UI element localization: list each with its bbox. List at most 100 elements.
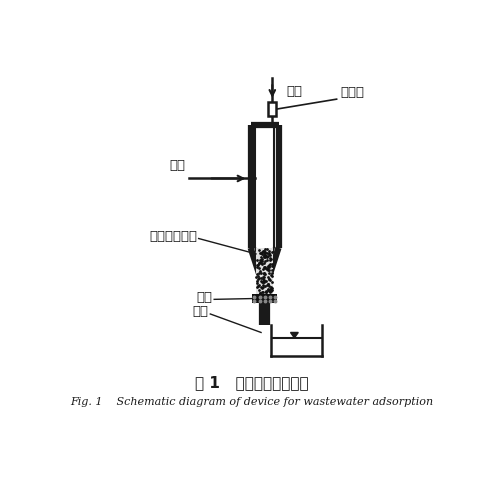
Polygon shape bbox=[290, 332, 298, 338]
Point bbox=[256, 289, 264, 297]
Point bbox=[258, 288, 266, 296]
Point bbox=[253, 261, 261, 269]
Text: 空气: 空气 bbox=[170, 159, 185, 172]
Point bbox=[261, 251, 269, 259]
Point bbox=[268, 286, 276, 294]
Text: 流量计: 流量计 bbox=[340, 86, 365, 99]
Point bbox=[265, 247, 273, 255]
Point bbox=[260, 251, 268, 259]
Point bbox=[257, 269, 265, 277]
Point bbox=[254, 281, 262, 289]
Point bbox=[255, 259, 263, 267]
Point bbox=[256, 289, 264, 297]
Point bbox=[268, 266, 276, 274]
Point bbox=[263, 249, 271, 256]
Point bbox=[266, 269, 274, 277]
Text: 吸附剂＋污泥: 吸附剂＋污泥 bbox=[149, 230, 197, 243]
Point bbox=[264, 263, 272, 271]
Point bbox=[265, 262, 273, 270]
Point bbox=[252, 273, 260, 281]
Point bbox=[261, 263, 269, 271]
Point bbox=[266, 254, 274, 262]
Point bbox=[261, 253, 269, 261]
Point bbox=[256, 267, 264, 275]
Point bbox=[260, 249, 268, 256]
Point bbox=[256, 249, 264, 257]
Point bbox=[260, 278, 268, 286]
Point bbox=[266, 250, 274, 258]
Point bbox=[266, 276, 274, 284]
Point bbox=[256, 258, 264, 266]
Point bbox=[258, 260, 266, 268]
Point bbox=[259, 277, 267, 285]
Point bbox=[269, 269, 277, 277]
Point bbox=[264, 280, 272, 288]
Point bbox=[260, 259, 268, 267]
Point bbox=[254, 275, 262, 283]
Point bbox=[258, 255, 266, 263]
Point bbox=[267, 285, 275, 293]
Bar bbox=[252, 294, 277, 303]
Point bbox=[253, 279, 261, 287]
Point bbox=[268, 262, 276, 270]
Point bbox=[265, 274, 273, 282]
Point bbox=[259, 287, 267, 295]
Point bbox=[257, 249, 265, 257]
Point bbox=[264, 280, 272, 288]
Point bbox=[266, 255, 274, 263]
Point bbox=[264, 272, 272, 280]
Point bbox=[261, 270, 269, 278]
Point bbox=[252, 261, 260, 269]
Point bbox=[268, 284, 276, 292]
Point bbox=[262, 286, 270, 294]
Point bbox=[258, 248, 266, 256]
Point bbox=[259, 265, 267, 273]
Point bbox=[257, 282, 265, 290]
Point bbox=[261, 264, 269, 272]
Point bbox=[263, 281, 271, 289]
Point bbox=[257, 259, 265, 267]
Point bbox=[259, 273, 267, 281]
Point bbox=[263, 265, 271, 273]
Bar bbox=[269, 102, 276, 116]
Point bbox=[265, 266, 273, 274]
Point bbox=[259, 280, 267, 288]
Point bbox=[260, 270, 268, 278]
Point bbox=[261, 257, 269, 265]
Point bbox=[266, 260, 274, 268]
Point bbox=[253, 262, 261, 270]
Point bbox=[265, 262, 273, 270]
Point bbox=[259, 247, 267, 254]
Text: 废水: 废水 bbox=[286, 84, 302, 97]
Text: 出水: 出水 bbox=[193, 305, 209, 318]
Point bbox=[263, 252, 271, 260]
Point bbox=[262, 288, 270, 296]
Point bbox=[265, 266, 273, 274]
Point bbox=[260, 268, 268, 276]
Point bbox=[264, 284, 272, 292]
Point bbox=[260, 252, 268, 260]
Point bbox=[257, 277, 265, 285]
Point bbox=[257, 274, 265, 282]
Point bbox=[260, 252, 268, 260]
Point bbox=[262, 252, 270, 260]
Point bbox=[268, 260, 276, 268]
Point bbox=[261, 245, 269, 253]
Point bbox=[261, 248, 269, 256]
Point bbox=[260, 262, 268, 270]
Point bbox=[257, 256, 265, 264]
Point bbox=[263, 245, 271, 253]
Point bbox=[255, 281, 263, 289]
Point bbox=[259, 283, 267, 291]
Point bbox=[260, 277, 268, 285]
Point bbox=[255, 258, 263, 266]
Point bbox=[253, 276, 261, 284]
Point bbox=[267, 270, 275, 278]
Point bbox=[258, 284, 266, 292]
Point bbox=[266, 285, 274, 293]
Text: 图 1   废水吸附装置示意: 图 1 废水吸附装置示意 bbox=[195, 375, 309, 390]
Point bbox=[253, 270, 261, 278]
Point bbox=[267, 283, 275, 291]
Point bbox=[266, 250, 274, 257]
Point bbox=[254, 272, 262, 280]
